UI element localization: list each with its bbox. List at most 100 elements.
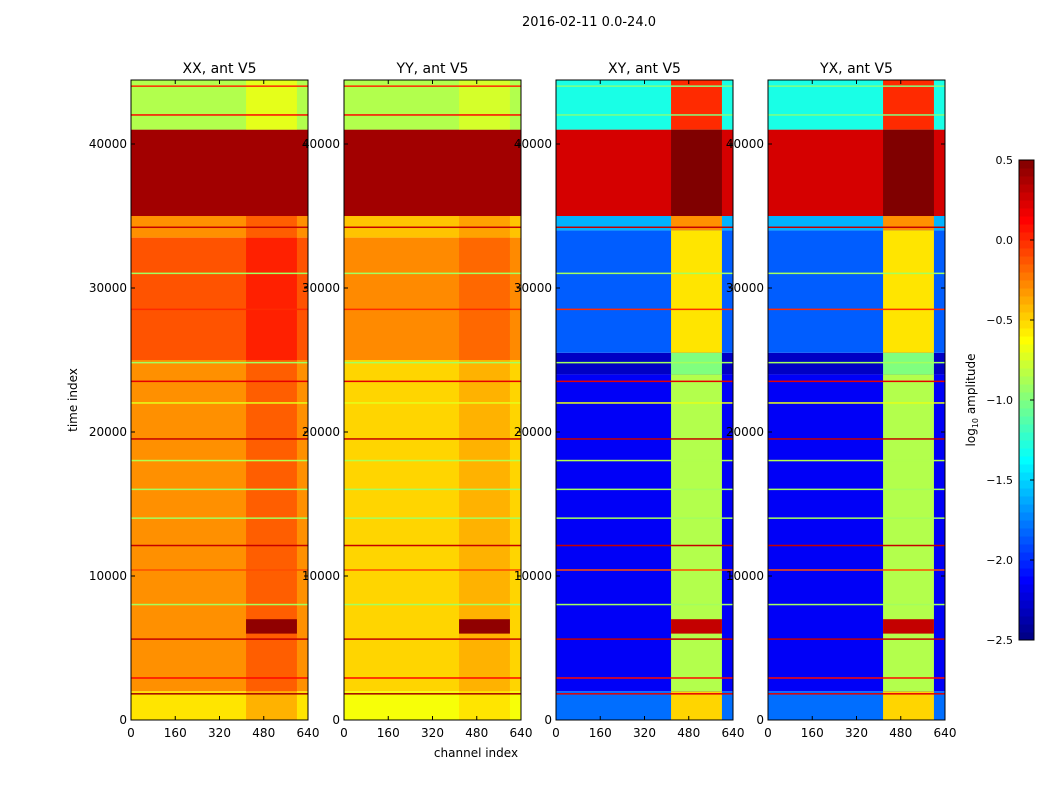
heatmap-line <box>131 569 308 571</box>
y-tick-label: 10000 <box>89 569 127 583</box>
y-tick-label: 30000 <box>514 281 552 295</box>
colorbar-label-rest: amplitude <box>964 354 978 418</box>
heatmap-hot-column <box>671 352 722 375</box>
y-tick-label: 0 <box>544 713 552 727</box>
heatmap-hot-column <box>883 691 934 720</box>
heatmap-line <box>556 272 733 275</box>
colorbar-segment <box>1019 360 1034 369</box>
colorbar-segment <box>1019 336 1034 345</box>
heatmap-hot-column <box>459 691 510 720</box>
x-tick-label: 640 <box>297 726 320 740</box>
heatmap-line <box>768 517 945 519</box>
heatmap-line <box>131 361 308 364</box>
heatmap-line <box>344 272 521 275</box>
heatmap-line <box>344 488 521 491</box>
colorbar-segment <box>1019 256 1034 265</box>
colorbar-tick-label: −1.0 <box>986 394 1013 407</box>
colorbar-segment <box>1019 400 1034 409</box>
heatmap-line <box>131 638 308 640</box>
heatmap-line <box>768 544 945 547</box>
heatmap-line <box>556 603 733 606</box>
colorbar-segment <box>1019 224 1034 233</box>
colorbar-segment <box>1019 568 1034 577</box>
colorbar-segment <box>1019 440 1034 449</box>
heatmap-line <box>344 693 521 695</box>
heatmap-line <box>131 438 308 440</box>
colorbar-segment <box>1019 464 1034 473</box>
heatmap-hot-column <box>883 352 934 375</box>
heatmap-band <box>131 129 308 217</box>
heatmap-line <box>556 459 733 462</box>
y-tick-label: 0 <box>756 713 764 727</box>
heatmap-line <box>344 114 521 116</box>
heatmap-panel-xx: XX, ant V5 0 160 320 480 640 0 10000 20000 30000 4… <box>89 61 320 740</box>
y-axis-label: time index <box>66 368 80 432</box>
colorbar-tick-label: −2.5 <box>986 634 1013 647</box>
y-tick-label: 40000 <box>302 137 340 151</box>
heatmap-hot-column <box>246 80 297 130</box>
colorbar-segment <box>1019 584 1034 593</box>
colorbar-segment <box>1019 512 1034 521</box>
colorbar-segment <box>1019 560 1034 569</box>
x-tick-label: 480 <box>465 726 488 740</box>
y-tick-label: 0 <box>119 713 127 727</box>
y-tick-label: 0 <box>332 713 340 727</box>
heatmap-line <box>556 693 733 695</box>
colorbar-segment <box>1019 232 1034 241</box>
x-tick-label: 0 <box>552 726 560 740</box>
y-tick-label: 10000 <box>302 569 340 583</box>
colorbar-segment <box>1019 272 1034 281</box>
colorbar-segment <box>1019 536 1034 545</box>
panel-title: XY, ant V5 <box>608 61 681 77</box>
heatmap-line <box>344 361 521 364</box>
colorbar-segment <box>1019 160 1034 169</box>
heatmap-line <box>556 544 733 547</box>
colorbar-segment <box>1019 216 1034 225</box>
colorbar-segment <box>1019 424 1034 433</box>
y-tick-label: 20000 <box>89 425 127 439</box>
heatmap-line <box>768 114 945 116</box>
colorbar-label-sub: 10 <box>971 418 980 428</box>
y-tick-label: 10000 <box>726 569 764 583</box>
x-tick-label: 480 <box>889 726 912 740</box>
heatmap-line <box>131 544 308 547</box>
heatmap-hot-column <box>671 691 722 720</box>
heatmap-line <box>768 693 945 695</box>
colorbar-segment <box>1019 184 1034 193</box>
colorbar-segment <box>1019 448 1034 457</box>
colorbar-segment <box>1019 376 1034 385</box>
y-tick-label: 40000 <box>726 137 764 151</box>
x-tick-label: 320 <box>633 726 656 740</box>
colorbar-label: log10 amplitude <box>964 354 980 447</box>
heatmap-line <box>344 402 521 404</box>
heatmap-line <box>768 459 945 462</box>
heatmap-hot-column <box>246 360 297 692</box>
heatmap-line <box>131 272 308 275</box>
x-tick-label: 640 <box>934 726 957 740</box>
heatmap-line <box>131 402 308 404</box>
heatmap-hot-column <box>671 216 722 231</box>
heatmap-panel-xy: XY, ant V5 0 160 320 480 640 0 10000 20000 30000 4… <box>514 61 745 740</box>
heatmap-line <box>556 677 733 679</box>
heatmap-line <box>344 569 521 571</box>
heatmap-line <box>344 85 521 87</box>
heatmap-hot-column <box>883 216 934 231</box>
heatmap-line <box>768 402 945 404</box>
colorbar-segment <box>1019 248 1034 257</box>
colorbar-segment <box>1019 552 1034 561</box>
colorbar-segment <box>1019 296 1034 305</box>
heatmap-line <box>344 438 521 440</box>
x-tick-label: 160 <box>589 726 612 740</box>
heatmap-line <box>344 380 521 383</box>
colorbar-segment <box>1019 608 1034 617</box>
heatmap-hot-column <box>671 230 722 353</box>
colorbar-segment <box>1019 472 1034 481</box>
heatmap-hot-column <box>883 129 934 217</box>
y-tick-label: 40000 <box>514 137 552 151</box>
heatmap-line <box>556 85 733 87</box>
heatmap-line <box>344 226 521 229</box>
x-axis-label: channel index <box>434 746 518 760</box>
colorbar-segment <box>1019 312 1034 321</box>
